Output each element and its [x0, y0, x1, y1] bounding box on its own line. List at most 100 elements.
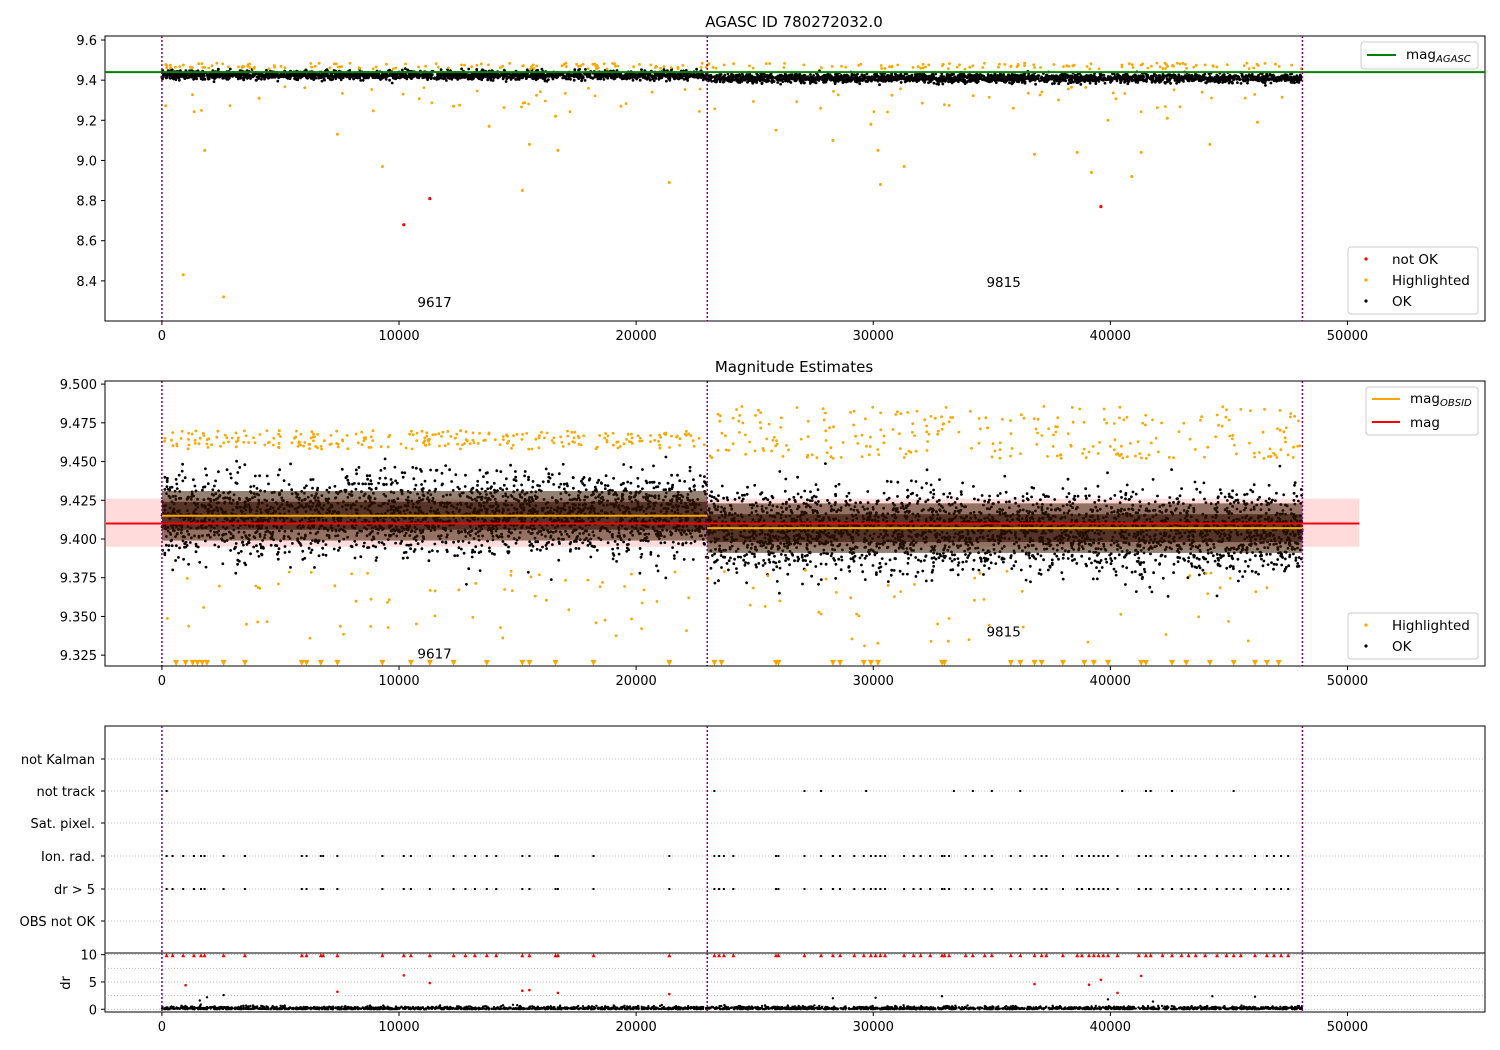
- ok-point: [839, 74, 843, 77]
- ok-point: [172, 73, 176, 77]
- ok-point: [853, 76, 856, 80]
- ok-point: [971, 567, 975, 571]
- highlighted-point: [955, 65, 959, 69]
- ok-point: [356, 76, 359, 79]
- ok-point: [1001, 77, 1005, 81]
- highlighted-point: [237, 65, 240, 69]
- ok-point: [307, 73, 311, 77]
- ok-point: [708, 78, 712, 82]
- highlighted-point: [203, 148, 207, 152]
- ok-point: [492, 76, 496, 80]
- highlighted-point: [1033, 66, 1036, 69]
- highlighted-point: [591, 62, 595, 66]
- highlighted-point: [200, 109, 203, 112]
- ok-point: [1222, 73, 1226, 77]
- highlighted-point: [520, 189, 524, 192]
- ok-point: [267, 74, 271, 78]
- ok-point: [249, 77, 252, 80]
- ok-point: [1133, 73, 1137, 77]
- ok-point: [439, 76, 443, 80]
- ok-point: [207, 77, 211, 80]
- ok-point: [721, 75, 724, 79]
- ok-point: [1208, 75, 1212, 78]
- highlighted-point: [207, 66, 211, 70]
- ok-point: [834, 78, 838, 81]
- ok-point: [801, 78, 804, 82]
- ok-point: [665, 79, 668, 83]
- legend-ok: OK: [1392, 294, 1413, 310]
- highlighted-point: [215, 61, 219, 65]
- ok-point: [715, 74, 719, 77]
- highlighted-point: [200, 62, 204, 65]
- ok-point: [1059, 75, 1062, 79]
- ok-point: [813, 79, 816, 82]
- ok-point: [1298, 73, 1302, 77]
- ok-point: [1217, 77, 1220, 81]
- ok-point: [930, 74, 933, 77]
- ok-point: [765, 76, 769, 80]
- ok-point: [1236, 81, 1239, 84]
- highlighted-point: [927, 63, 931, 67]
- ok-point: [460, 75, 464, 78]
- ok-point: [393, 465, 397, 469]
- highlighted-point: [649, 63, 653, 67]
- ok-point: [561, 76, 565, 80]
- highlighted-point: [659, 66, 662, 70]
- ok-point: [572, 78, 576, 82]
- ok-point: [1007, 73, 1011, 77]
- highlighted-point: [1016, 62, 1020, 66]
- highlighted-point: [1131, 66, 1135, 69]
- ok-point: [1167, 79, 1171, 83]
- ok-point: [1037, 74, 1041, 77]
- ok-point: [439, 68, 443, 72]
- ok-point: [762, 75, 765, 79]
- highlighted-point: [1011, 106, 1015, 110]
- y-tick-label: 9.2: [76, 114, 97, 129]
- highlighted-point: [619, 104, 623, 108]
- ok-point: [618, 74, 622, 78]
- ok-point: [1095, 78, 1098, 81]
- ok-point: [1032, 75, 1036, 78]
- highlighted-point: [470, 65, 473, 68]
- ok-point: [680, 76, 684, 79]
- highlighted-point: [1253, 93, 1256, 96]
- ok-point: [1072, 76, 1076, 80]
- highlighted-point: [1155, 61, 1159, 65]
- highlighted-point: [859, 62, 863, 66]
- x-tick-label: 20000: [615, 329, 656, 344]
- ok-point: [646, 73, 650, 77]
- highlighted-point: [614, 64, 617, 68]
- ok-point: [878, 75, 882, 79]
- ok-point: [1181, 79, 1185, 82]
- highlighted-point: [252, 67, 256, 71]
- highlighted-point: [896, 63, 900, 67]
- ok-point: [365, 75, 368, 78]
- ok-point: [500, 73, 504, 76]
- ok-point: [432, 77, 436, 80]
- ok-point: [870, 75, 874, 79]
- highlighted-point: [916, 65, 920, 68]
- ok-point: [528, 74, 531, 78]
- highlighted-point: [1185, 66, 1188, 70]
- highlighted-point: [869, 122, 873, 126]
- ok-point: [549, 74, 553, 78]
- ok-point: [263, 77, 266, 81]
- highlighted-point: [357, 66, 361, 69]
- ok-point: [530, 549, 533, 552]
- highlighted-point: [958, 63, 961, 67]
- ok-point: [1090, 77, 1094, 81]
- ok-point: [1116, 73, 1119, 76]
- ok-point: [331, 77, 335, 81]
- ok-point: [775, 75, 778, 79]
- highlighted-point: [681, 64, 685, 67]
- highlighted-point: [182, 63, 185, 67]
- ok-point: [596, 77, 600, 81]
- ok-point: [418, 74, 422, 77]
- highlighted-point: [700, 61, 704, 65]
- ok-point: [1079, 78, 1082, 82]
- ok-point: [689, 73, 692, 77]
- ok-point: [599, 77, 602, 81]
- ok-point: [1291, 78, 1295, 81]
- highlighted-point: [713, 107, 717, 111]
- highlighted-point: [575, 62, 578, 66]
